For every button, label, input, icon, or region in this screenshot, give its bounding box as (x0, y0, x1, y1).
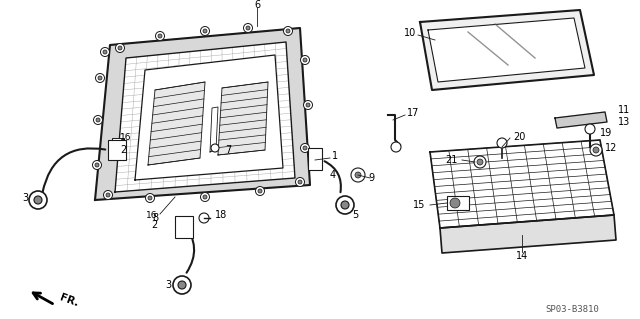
Bar (113, 148, 125, 158)
Circle shape (96, 118, 100, 122)
Circle shape (199, 213, 209, 223)
Text: 20: 20 (513, 132, 525, 142)
Text: FR.: FR. (58, 292, 79, 308)
Polygon shape (420, 10, 594, 90)
Circle shape (246, 26, 250, 30)
Circle shape (593, 147, 599, 153)
Circle shape (156, 32, 164, 41)
Circle shape (106, 193, 110, 197)
Text: 18: 18 (215, 210, 227, 220)
Circle shape (301, 56, 310, 64)
Circle shape (95, 163, 99, 167)
Circle shape (211, 144, 219, 152)
Circle shape (450, 198, 460, 208)
Bar (447, 196, 469, 210)
Circle shape (203, 195, 207, 199)
Circle shape (303, 100, 312, 109)
Text: 11: 11 (618, 105, 630, 115)
Text: 15: 15 (413, 200, 425, 210)
Circle shape (145, 194, 154, 203)
Circle shape (95, 73, 104, 83)
Text: 14: 14 (516, 251, 528, 261)
Circle shape (148, 196, 152, 200)
Circle shape (391, 142, 401, 152)
Text: 3: 3 (22, 193, 28, 203)
Circle shape (477, 159, 483, 165)
Circle shape (118, 46, 122, 50)
Bar (108, 140, 126, 160)
Circle shape (351, 168, 365, 182)
Polygon shape (115, 42, 295, 192)
Text: 2: 2 (151, 220, 157, 230)
Circle shape (585, 124, 595, 134)
Circle shape (158, 34, 162, 38)
Circle shape (200, 192, 209, 202)
Bar (112, 138, 124, 148)
Bar (308, 148, 322, 170)
Polygon shape (95, 28, 310, 200)
Text: 6: 6 (254, 0, 260, 10)
Text: 17: 17 (407, 108, 419, 118)
Circle shape (178, 281, 186, 289)
Text: 7: 7 (225, 145, 231, 155)
Polygon shape (148, 82, 205, 165)
Circle shape (306, 103, 310, 107)
Polygon shape (440, 215, 616, 253)
Circle shape (203, 29, 207, 33)
Text: 2: 2 (120, 145, 126, 155)
Text: 21: 21 (445, 155, 458, 165)
Text: 12: 12 (605, 143, 618, 153)
Circle shape (341, 201, 349, 209)
Text: 9: 9 (368, 173, 374, 183)
Circle shape (98, 76, 102, 80)
Circle shape (200, 26, 209, 35)
Circle shape (100, 48, 109, 56)
Polygon shape (555, 112, 607, 128)
Circle shape (93, 160, 102, 169)
Circle shape (590, 144, 602, 156)
Circle shape (255, 187, 264, 196)
Text: SP03-B3810: SP03-B3810 (545, 306, 599, 315)
Circle shape (298, 180, 302, 184)
Circle shape (474, 156, 486, 168)
Bar (175, 216, 193, 238)
Circle shape (303, 58, 307, 62)
Text: 8: 8 (152, 213, 158, 223)
Text: 10: 10 (404, 28, 416, 38)
Circle shape (258, 189, 262, 193)
Text: 13: 13 (618, 117, 630, 127)
Polygon shape (428, 18, 585, 82)
Text: 4: 4 (330, 170, 336, 180)
Circle shape (355, 172, 361, 178)
Text: 16: 16 (120, 133, 131, 143)
Polygon shape (210, 107, 218, 152)
Circle shape (115, 43, 125, 53)
Circle shape (296, 177, 305, 187)
Circle shape (284, 26, 292, 35)
Circle shape (104, 190, 113, 199)
Polygon shape (218, 82, 268, 155)
Circle shape (29, 191, 47, 209)
Circle shape (93, 115, 102, 124)
Circle shape (103, 50, 107, 54)
Text: 3: 3 (165, 280, 171, 290)
Text: 19: 19 (600, 128, 612, 138)
Circle shape (497, 138, 507, 148)
Circle shape (34, 196, 42, 204)
Circle shape (286, 29, 290, 33)
Circle shape (303, 146, 307, 150)
Polygon shape (135, 55, 283, 180)
Circle shape (243, 24, 253, 33)
Text: 1: 1 (332, 151, 338, 161)
Text: 5: 5 (352, 210, 358, 220)
Circle shape (301, 144, 310, 152)
Circle shape (336, 196, 354, 214)
Text: 16: 16 (145, 211, 157, 219)
Circle shape (173, 276, 191, 294)
Polygon shape (430, 140, 614, 228)
